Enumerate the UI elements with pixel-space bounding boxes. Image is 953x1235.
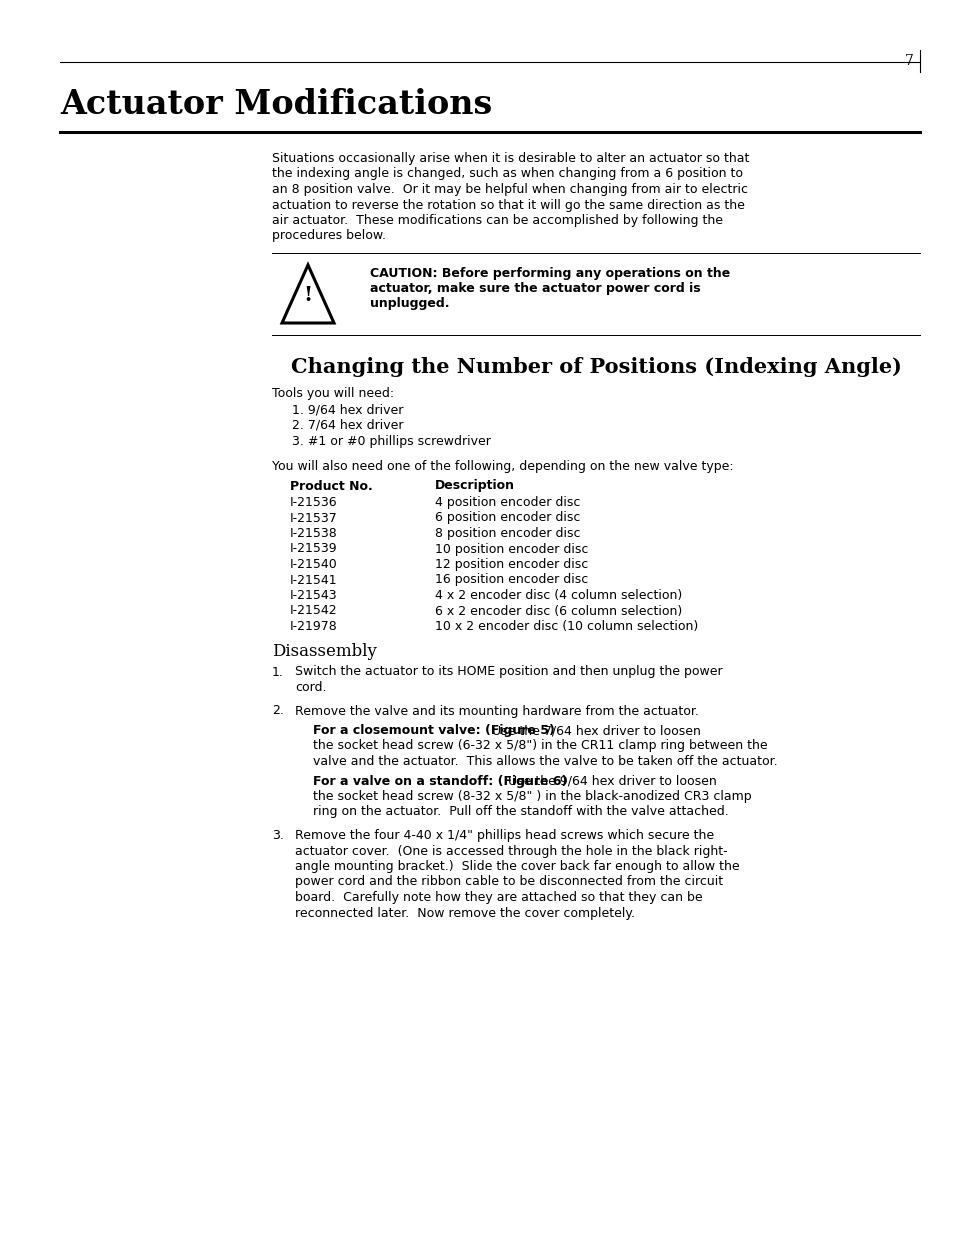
Text: 4 x 2 encoder disc (4 column selection): 4 x 2 encoder disc (4 column selection) (435, 589, 681, 601)
Text: 10 x 2 encoder disc (10 column selection): 10 x 2 encoder disc (10 column selection… (435, 620, 698, 634)
Text: 7: 7 (904, 54, 913, 68)
Text: 1.: 1. (272, 666, 284, 678)
Text: 2.: 2. (272, 704, 284, 718)
Text: Disassembly: Disassembly (272, 643, 376, 661)
Text: actuator cover.  (One is accessed through the hole in the black right-: actuator cover. (One is accessed through… (294, 845, 727, 857)
Text: !: ! (303, 285, 313, 305)
Text: I-21536: I-21536 (290, 496, 337, 509)
Text: 4 position encoder disc: 4 position encoder disc (435, 496, 579, 509)
Text: You will also need one of the following, depending on the new valve type:: You will also need one of the following,… (272, 459, 733, 473)
Text: cord.: cord. (294, 680, 326, 694)
Text: 6 x 2 encoder disc (6 column selection): 6 x 2 encoder disc (6 column selection) (435, 604, 681, 618)
Text: 10 position encoder disc: 10 position encoder disc (435, 542, 588, 556)
Text: power cord and the ribbon cable to be disconnected from the circuit: power cord and the ribbon cable to be di… (294, 876, 722, 888)
Text: air actuator.  These modifications can be accomplished by following the: air actuator. These modifications can be… (272, 214, 722, 227)
Text: I-21541: I-21541 (290, 573, 337, 587)
Text: I-21537: I-21537 (290, 511, 337, 525)
Text: I-21538: I-21538 (290, 527, 337, 540)
Text: Changing the Number of Positions (Indexing Angle): Changing the Number of Positions (Indexi… (291, 357, 901, 377)
Text: reconnected later.  Now remove the cover completely.: reconnected later. Now remove the cover … (294, 906, 635, 920)
Text: I-21539: I-21539 (290, 542, 337, 556)
Text: 2. 7/64 hex driver: 2. 7/64 hex driver (292, 419, 403, 432)
Text: unplugged.: unplugged. (370, 296, 449, 310)
Text: ring on the actuator.  Pull off the standoff with the valve attached.: ring on the actuator. Pull off the stand… (313, 805, 728, 819)
Text: Situations occasionally arise when it is desirable to alter an actuator so that: Situations occasionally arise when it is… (272, 152, 749, 165)
Text: actuation to reverse the rotation so that it will go the same direction as the: actuation to reverse the rotation so tha… (272, 199, 744, 211)
Text: 3. #1 or #0 phillips screwdriver: 3. #1 or #0 phillips screwdriver (292, 435, 491, 447)
Text: Actuator Modifications: Actuator Modifications (60, 88, 492, 121)
Text: 16 position encoder disc: 16 position encoder disc (435, 573, 588, 587)
Text: I-21542: I-21542 (290, 604, 337, 618)
Text: Remove the valve and its mounting hardware from the actuator.: Remove the valve and its mounting hardwa… (294, 704, 699, 718)
Text: board.  Carefully note how they are attached so that they can be: board. Carefully note how they are attac… (294, 890, 702, 904)
Text: Product No.: Product No. (290, 479, 373, 493)
Text: Use the 7/64 hex driver to loosen: Use the 7/64 hex driver to loosen (488, 724, 700, 737)
Text: I-21543: I-21543 (290, 589, 337, 601)
Text: I-21978: I-21978 (290, 620, 337, 634)
Text: Tools you will need:: Tools you will need: (272, 387, 394, 400)
Text: the indexing angle is changed, such as when changing from a 6 position to: the indexing angle is changed, such as w… (272, 168, 742, 180)
Text: 1. 9/64 hex driver: 1. 9/64 hex driver (292, 404, 403, 416)
Text: an 8 position valve.  Or it may be helpful when changing from air to electric: an 8 position valve. Or it may be helpfu… (272, 183, 747, 196)
Text: CAUTION: Before performing any operations on the: CAUTION: Before performing any operation… (370, 267, 729, 280)
Text: the socket head screw (8-32 x 5/8" ) in the black-anodized CR3 clamp: the socket head screw (8-32 x 5/8" ) in … (313, 790, 751, 803)
Text: Switch the actuator to its HOME position and then unplug the power: Switch the actuator to its HOME position… (294, 666, 721, 678)
Text: 6 position encoder disc: 6 position encoder disc (435, 511, 579, 525)
Text: Remove the four 4-40 x 1/4" phillips head screws which secure the: Remove the four 4-40 x 1/4" phillips hea… (294, 829, 714, 842)
Text: For a valve on a standoff: (Figure 6): For a valve on a standoff: (Figure 6) (313, 774, 567, 788)
Text: Use the 9/64 hex driver to loosen: Use the 9/64 hex driver to loosen (503, 774, 716, 788)
Text: I-21540: I-21540 (290, 558, 337, 571)
Text: procedures below.: procedures below. (272, 230, 386, 242)
Text: 3.: 3. (272, 829, 284, 842)
Text: valve and the actuator.  This allows the valve to be taken off the actuator.: valve and the actuator. This allows the … (313, 755, 777, 768)
Text: angle mounting bracket.)  Slide the cover back far enough to allow the: angle mounting bracket.) Slide the cover… (294, 860, 739, 873)
Text: the socket head screw (6-32 x 5/8") in the CR11 clamp ring between the: the socket head screw (6-32 x 5/8") in t… (313, 740, 767, 752)
Text: Description: Description (435, 479, 515, 493)
Text: actuator, make sure the actuator power cord is: actuator, make sure the actuator power c… (370, 282, 700, 295)
Text: 8 position encoder disc: 8 position encoder disc (435, 527, 579, 540)
Text: 12 position encoder disc: 12 position encoder disc (435, 558, 588, 571)
Text: For a closemount valve: (Figure 5): For a closemount valve: (Figure 5) (313, 724, 555, 737)
